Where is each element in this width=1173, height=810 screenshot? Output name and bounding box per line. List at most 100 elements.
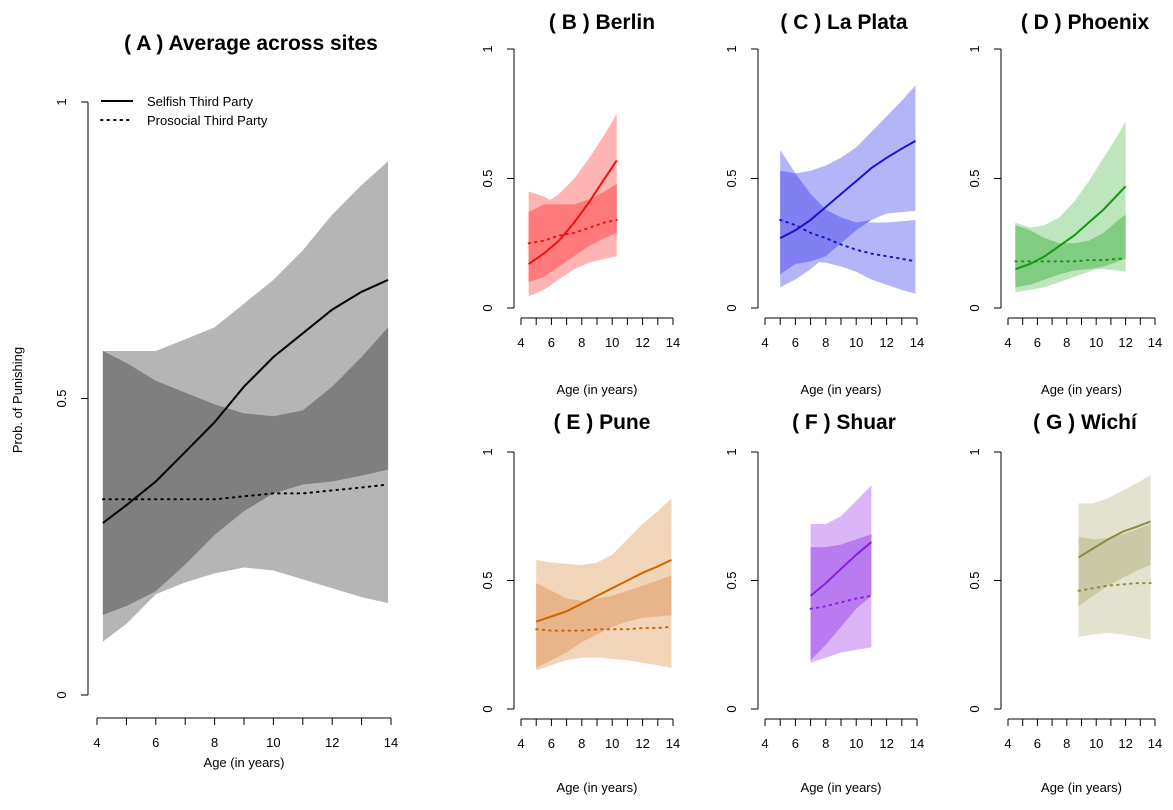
- y-tick-label-C: 0.5: [724, 169, 739, 187]
- x-tick-label-E: 6: [548, 736, 555, 751]
- panel-title-G: ( G ) Wichí: [1033, 411, 1138, 434]
- x-axis-label-A: Age (in years): [204, 755, 285, 770]
- x-tick-label-F: 10: [849, 736, 863, 751]
- y-tick-label-F: 0.5: [724, 571, 739, 589]
- y-tick-label-E: 1: [480, 448, 495, 455]
- x-tick-label-D: 10: [1089, 335, 1103, 350]
- y-tick-label-F: 1: [724, 448, 739, 455]
- x-tick-label-F: 12: [879, 736, 893, 751]
- x-axis-label-F: Age (in years): [801, 780, 882, 795]
- x-tick-label-C: 4: [761, 335, 768, 350]
- x-tick-label-A: 8: [211, 735, 218, 750]
- series-line-selfish-F: [809, 541, 873, 597]
- x-tick-label-A: 12: [325, 735, 339, 750]
- x-tick-label-G: 4: [1004, 736, 1011, 751]
- x-tick-label-B: 8: [578, 335, 585, 350]
- panel-title-D: ( D ) Phoenix: [1021, 11, 1150, 34]
- y-tick-label-B: 0.5: [480, 169, 495, 187]
- x-axis-label-B: Age (in years): [557, 382, 638, 397]
- series-line-prosocial-D: [1014, 257, 1127, 263]
- x-tick-label-E: 12: [635, 736, 649, 751]
- series-line-selfish-B: [528, 159, 618, 265]
- series-line-selfish-G: [1078, 520, 1151, 559]
- x-tick-label-D: 14: [1148, 335, 1162, 350]
- x-tick-label-G: 14: [1148, 736, 1162, 751]
- x-tick-label-G: 6: [1034, 736, 1041, 751]
- series-line-selfish-E: [535, 558, 672, 623]
- panel-title-A: ( A ) Average across sites: [124, 32, 378, 55]
- x-tick-label-G: 8: [1063, 736, 1070, 751]
- ci-overlap-F: [810, 534, 872, 661]
- x-tick-label-E: 14: [666, 736, 680, 751]
- legend-prosocial-label: Prosocial Third Party: [147, 113, 268, 128]
- x-tick-label-B: 14: [666, 335, 680, 350]
- y-axis-title: Prob. of Punishing: [10, 347, 25, 453]
- x-tick-label-C: 14: [910, 335, 924, 350]
- ci-overlap-C: [780, 170, 916, 275]
- y-tick-label-C: 0: [724, 304, 739, 311]
- x-axis-label-C: Age (in years): [801, 382, 882, 397]
- x-tick-label-C: 8: [822, 335, 829, 350]
- ci-overlap-A: [102, 327, 389, 615]
- panel-title-B: ( B ) Berlin: [549, 11, 655, 34]
- x-axis-label-D: Age (in years): [1041, 382, 1122, 397]
- x-tick-label-F: 4: [761, 736, 768, 751]
- panel-title-F: ( F ) Shuar: [792, 411, 896, 434]
- x-axis-label-E: Age (in years): [557, 780, 638, 795]
- ci-overlap-E: [536, 575, 672, 668]
- x-tick-label-G: 12: [1118, 736, 1132, 751]
- series-line-selfish-C: [779, 140, 916, 239]
- x-tick-label-A: 14: [384, 735, 398, 750]
- ci-overlap-G: [1078, 523, 1151, 607]
- y-tick-label-E: 0.5: [480, 571, 495, 589]
- x-tick-label-F: 6: [792, 736, 799, 751]
- y-tick-label-F: 0: [724, 705, 739, 712]
- series-line-selfish-A: [102, 278, 389, 524]
- series-line-prosocial-F: [809, 594, 873, 610]
- series-line-prosocial-A: [101, 483, 390, 501]
- x-tick-label-A: 10: [266, 735, 280, 750]
- legend: Selfish Third Party Prosocial Third Part…: [100, 94, 268, 128]
- series-line-prosocial-G: [1077, 582, 1152, 592]
- x-tick-label-D: 4: [1004, 335, 1011, 350]
- y-tick-label-C: 1: [724, 45, 739, 52]
- x-axis-label-G: Age (in years): [1041, 780, 1122, 795]
- ci-overlap-D: [1015, 214, 1126, 288]
- x-tick-label-F: 14: [910, 736, 924, 751]
- x-tick-label-B: 4: [517, 335, 524, 350]
- y-tick-label-G: 0.5: [967, 571, 982, 589]
- x-tick-label-C: 10: [849, 335, 863, 350]
- x-tick-label-D: 6: [1034, 335, 1041, 350]
- y-tick-label-G: 0: [967, 705, 982, 712]
- y-tick-label-B: 0: [480, 304, 495, 311]
- x-tick-label-E: 8: [578, 736, 585, 751]
- series-line-prosocial-C: [779, 218, 917, 263]
- x-tick-label-D: 8: [1063, 335, 1070, 350]
- x-tick-label-B: 6: [548, 335, 555, 350]
- legend-selfish-label: Selfish Third Party: [147, 94, 253, 109]
- y-tick-label-A: 0.5: [54, 389, 69, 407]
- y-tick-label-D: 0: [967, 304, 982, 311]
- x-tick-label-F: 8: [822, 736, 829, 751]
- x-tick-label-A: 4: [93, 735, 100, 750]
- x-tick-label-E: 4: [517, 736, 524, 751]
- series-line-prosocial-B: [527, 218, 618, 245]
- panel-title-E: ( E ) Pune: [554, 411, 651, 434]
- x-tick-label-C: 6: [792, 335, 799, 350]
- y-tick-label-A: 0: [54, 691, 69, 698]
- y-tick-label-A: 1: [54, 98, 69, 105]
- x-tick-label-C: 12: [879, 335, 893, 350]
- x-tick-label-E: 10: [605, 736, 619, 751]
- y-tick-label-B: 1: [480, 45, 495, 52]
- x-tick-label-A: 6: [152, 735, 159, 750]
- x-tick-label-D: 12: [1118, 335, 1132, 350]
- x-tick-label-G: 10: [1089, 736, 1103, 751]
